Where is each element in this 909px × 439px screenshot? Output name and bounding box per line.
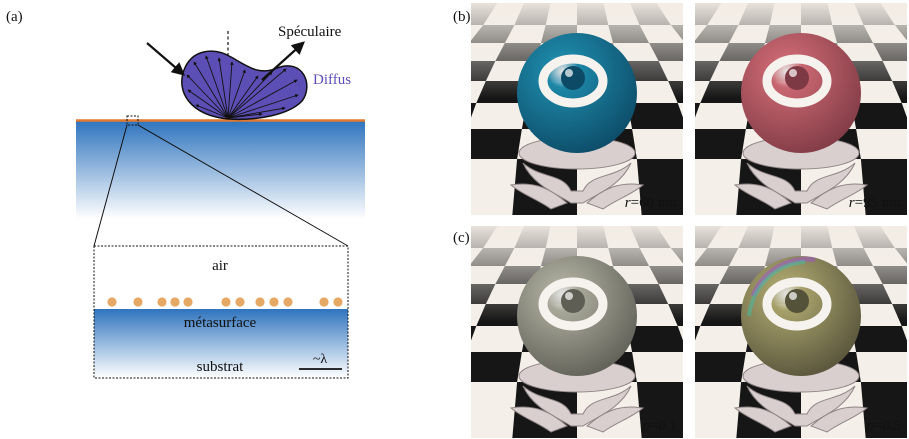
diffuse-ray (205, 55, 229, 119)
inner-sphere (785, 66, 809, 90)
ring-reflection (762, 277, 832, 331)
caption-value: =0.5 (873, 418, 901, 434)
nanoparticle (283, 297, 293, 307)
nanoparticle (157, 297, 167, 307)
diffuse-label: Diffus (313, 72, 351, 88)
metasurface-diagram: Spéculaire Diffus air métasurface substr… (76, 24, 365, 379)
substrate-label: substrat (197, 359, 244, 375)
nanoparticle (170, 297, 180, 307)
render-r95: r=95 nm (695, 3, 907, 215)
nanoparticle (269, 297, 279, 307)
caption-value: =95 nm (854, 195, 901, 211)
scale-label: ~λ (313, 352, 328, 367)
ring-reflection (538, 277, 608, 331)
diffuse-ray (193, 61, 229, 119)
nanoparticle (221, 297, 231, 307)
inner-sphere (561, 66, 585, 90)
inner-sphere (561, 289, 585, 313)
render-caption: p=0.1 (642, 418, 677, 435)
air-label: air (212, 258, 228, 274)
render-p05: p=0.5 (695, 226, 907, 438)
caption-var: r (848, 195, 855, 211)
zoom-line-left (93, 124, 128, 247)
render-p01: p=0.1 (471, 226, 683, 438)
diffuse-rays (186, 55, 299, 119)
diffuse-ray (195, 104, 229, 119)
nanoparticle (319, 297, 329, 307)
inset-frame (93, 245, 349, 379)
bulk-substrate (76, 121, 365, 219)
ring-reflection (538, 54, 608, 108)
metasurface-label: métasurface (184, 315, 257, 331)
diffuse-ray (227, 106, 286, 119)
caption-var: r (624, 195, 631, 211)
specular-arrow (261, 41, 305, 81)
material-sphere (741, 256, 861, 376)
caption-value: =0.1 (649, 418, 677, 434)
panel-c-label: (c) (453, 230, 470, 246)
ring-reflection (762, 54, 832, 108)
diffuse-ray (217, 57, 229, 119)
nanoparticle (333, 297, 343, 307)
material-sphere (517, 33, 637, 153)
nanoparticles (107, 297, 343, 307)
render-caption: p=0.5 (866, 418, 901, 435)
diffuse-ray (227, 69, 246, 119)
nanoparticle (133, 297, 143, 307)
diffuse-ray (227, 68, 287, 119)
diffuse-ray (227, 94, 299, 119)
panel-b-label: (b) (453, 9, 471, 25)
diffuse-ray (187, 89, 229, 119)
render-r60: r=60 nm (471, 3, 683, 215)
specular-label: Spéculaire (278, 24, 342, 40)
render-caption: r=95 nm (849, 195, 901, 212)
material-sphere (517, 256, 637, 376)
panel-a-label: (a) (6, 9, 23, 25)
diffuse-ray (227, 61, 234, 119)
zoom-box (126, 115, 139, 126)
incident-arrow (146, 42, 186, 76)
zoom-line-right (137, 124, 349, 247)
nanoparticle (235, 297, 245, 307)
material-sphere (741, 33, 861, 153)
caption-value: =60 nm (630, 195, 677, 211)
diffuse-ray (227, 71, 273, 119)
render-caption: r=60 nm (625, 195, 677, 212)
inset-substrate (94, 309, 348, 378)
nanoparticle (107, 297, 117, 307)
nanoparticle (255, 297, 265, 307)
nanoparticle (183, 297, 193, 307)
caption-var: p (866, 418, 874, 434)
diffuse-ray (227, 79, 298, 119)
diffuse-ray (227, 75, 259, 119)
diffuse-ray (227, 112, 263, 119)
caption-var: p (642, 418, 650, 434)
diffuse-ray (186, 74, 229, 119)
inner-sphere (785, 289, 809, 313)
